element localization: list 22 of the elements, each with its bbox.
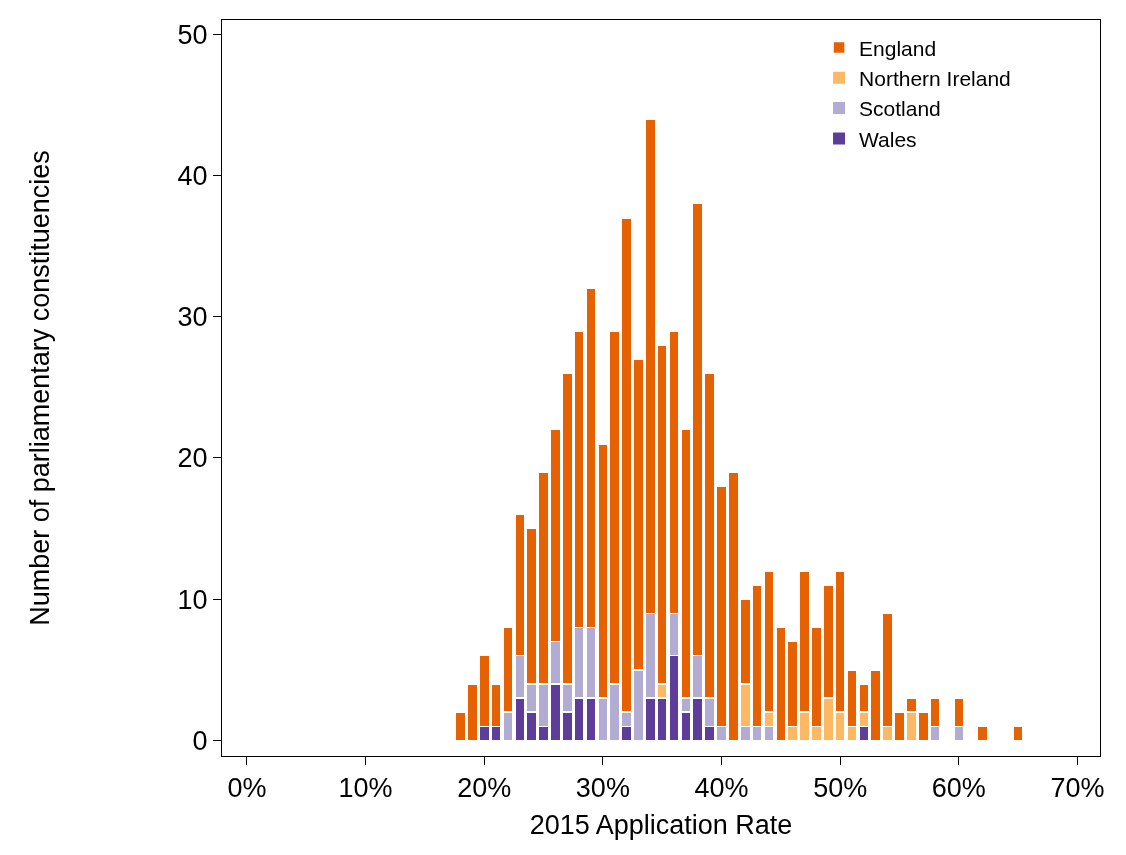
legend-label: Northern Ireland [859, 67, 1011, 90]
y-tick-label: 30 [177, 302, 208, 333]
bar [1012, 725, 1024, 742]
x-tick-label: 50% [813, 773, 868, 804]
legend-label: Wales [859, 127, 917, 151]
x-tick-label: 0% [227, 773, 267, 804]
x-tick-label: 30% [575, 773, 630, 804]
x-tick-label: 40% [694, 773, 749, 804]
legend-label: England [859, 36, 937, 60]
y-axis-title: Number of parliamentary constituencies [24, 150, 55, 626]
y-tick-label: 50 [177, 19, 208, 50]
x-axis-title: 2015 Application Rate [529, 809, 793, 840]
bar [976, 725, 989, 742]
y-tick-label: 10 [177, 584, 208, 615]
y-tick-label: 40 [177, 160, 208, 191]
x-tick-label: 60% [931, 773, 986, 804]
legend-label: Scotland [859, 97, 941, 121]
x-tick-label: 20% [457, 773, 512, 804]
x-tick-label: 10% [338, 773, 393, 804]
y-tick-label: 0 [192, 725, 208, 756]
x-tick-label: 70% [1050, 773, 1105, 804]
y-tick-label: 20 [177, 443, 208, 474]
